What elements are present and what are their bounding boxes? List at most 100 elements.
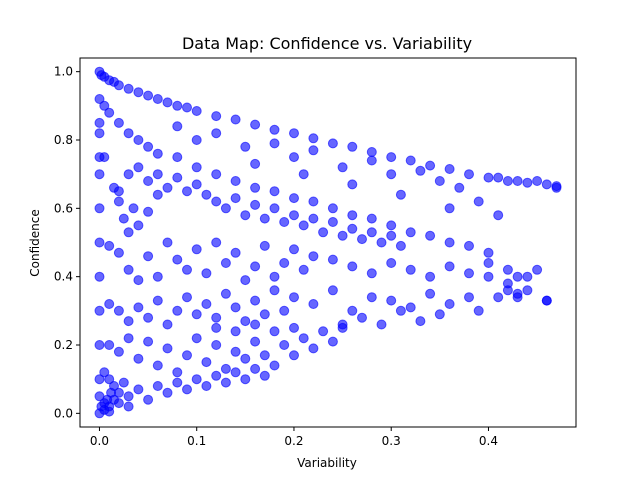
data-point (405, 227, 416, 238)
data-point (104, 299, 115, 309)
data-point (240, 374, 251, 385)
data-point (106, 387, 117, 398)
data-point (162, 237, 173, 248)
data-point (152, 148, 163, 159)
data-point (220, 363, 231, 374)
data-point (269, 124, 280, 135)
data-point (162, 343, 173, 354)
data-point (172, 367, 183, 378)
data-point (211, 111, 222, 122)
data-point (386, 258, 397, 268)
data-point (182, 350, 192, 361)
data-point (308, 343, 319, 354)
data-point (162, 182, 173, 193)
data-point (162, 97, 173, 108)
x-tick-label: 0.4 (479, 434, 498, 448)
data-point (143, 141, 154, 152)
data-point (337, 230, 348, 241)
data-point (191, 333, 202, 344)
data-point (123, 83, 134, 94)
data-point (113, 186, 124, 197)
data-point (269, 360, 280, 371)
data-point (405, 264, 416, 275)
data-point (230, 326, 241, 337)
data-point (318, 227, 329, 238)
data-point (172, 172, 183, 183)
data-point (230, 114, 241, 125)
data-point (493, 172, 504, 183)
data-point (289, 152, 299, 163)
data-point (395, 240, 406, 251)
data-point (182, 384, 192, 395)
data-point (493, 210, 504, 221)
data-point (220, 377, 231, 388)
data-point (386, 230, 397, 241)
data-point (327, 336, 338, 347)
data-point (289, 292, 299, 303)
data-point (191, 162, 202, 173)
data-point (464, 292, 474, 303)
data-point (425, 160, 436, 171)
data-point (123, 169, 134, 180)
data-point (211, 196, 222, 207)
data-point (191, 374, 202, 385)
data-point (250, 199, 261, 210)
data-point (182, 186, 192, 197)
data-point (104, 340, 115, 350)
data-point (152, 381, 163, 391)
data-point (473, 305, 484, 316)
data-point (434, 176, 445, 186)
data-point (298, 220, 309, 231)
data-point (230, 176, 241, 186)
data-point (172, 305, 183, 316)
x-axis: 0.0 0.1 0.2 0.3 0.4 (90, 427, 498, 448)
data-point (113, 117, 124, 128)
data-point (512, 271, 523, 282)
data-point (201, 189, 212, 200)
plot-frame (79, 57, 577, 428)
data-point (152, 189, 163, 200)
data-point (289, 322, 299, 333)
x-axis-label: Variability (297, 456, 357, 470)
x-tick-label: 0.1 (187, 434, 206, 448)
data-point (425, 288, 436, 299)
data-point (347, 223, 358, 234)
data-point (191, 135, 202, 145)
data-point (133, 275, 144, 286)
data-point (191, 179, 202, 190)
data-point (298, 169, 309, 180)
data-point (415, 316, 426, 327)
data-point (123, 264, 134, 275)
data-point (133, 302, 144, 313)
data-point (483, 172, 494, 183)
data-point (230, 346, 241, 357)
data-point (123, 316, 134, 327)
data-point (201, 299, 212, 309)
data-point (522, 285, 533, 296)
data-point (541, 295, 552, 306)
data-point (386, 152, 397, 163)
data-point (289, 193, 299, 204)
data-point (133, 353, 144, 364)
data-point (279, 217, 290, 227)
data-point (425, 230, 436, 241)
data-point (230, 302, 241, 313)
data-point (152, 169, 163, 180)
data-point (250, 363, 261, 374)
data-point (240, 275, 251, 286)
data-point (483, 271, 494, 282)
data-point (298, 333, 309, 344)
data-point (386, 295, 397, 306)
x-tick-label: 0.0 (90, 434, 109, 448)
data-point (259, 370, 270, 381)
data-point (104, 240, 115, 251)
data-point (162, 387, 173, 398)
data-point (483, 258, 494, 268)
data-point (250, 158, 261, 169)
data-point (386, 169, 397, 180)
data-point (230, 247, 241, 258)
data-point (327, 138, 338, 149)
data-point (104, 107, 115, 118)
data-point (172, 254, 183, 265)
